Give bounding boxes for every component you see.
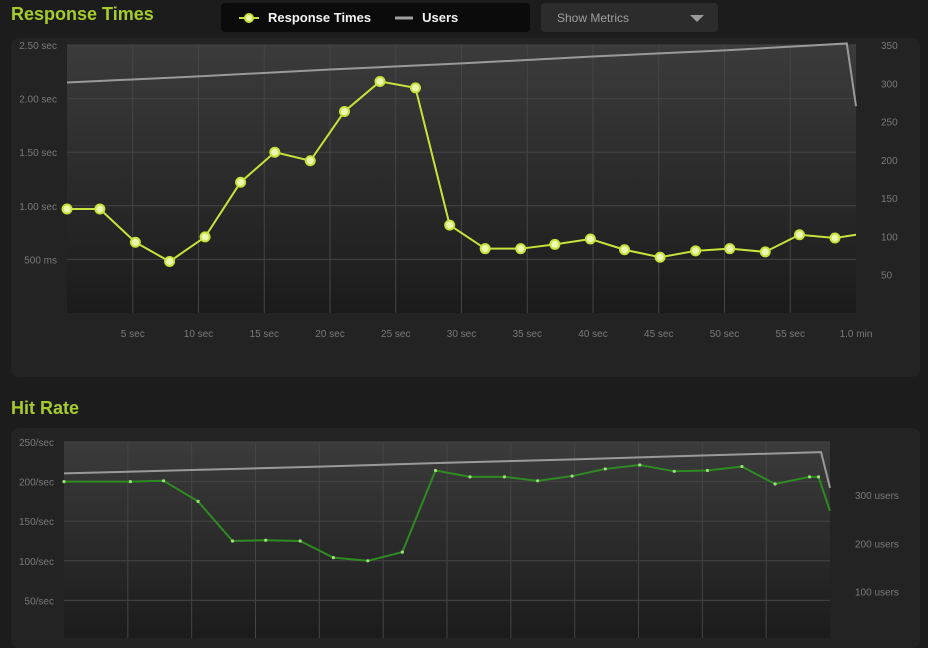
x-tick-label: 20 sec: [315, 329, 344, 340]
x-tick-label: 40 sec: [578, 329, 607, 340]
data-point: [690, 245, 702, 257]
y-left-tick-label: 2.00 sec: [19, 95, 57, 106]
data-point: [502, 475, 507, 479]
data-point: [433, 468, 438, 473]
line-icon: [395, 16, 414, 19]
y-right-tick-label: 250: [881, 118, 898, 129]
x-tick-label: 25 sec: [381, 329, 410, 340]
y-left-tick-label: 250/sec: [19, 438, 54, 449]
data-point: [584, 233, 596, 245]
y-left-tick-label: 1.00 sec: [19, 202, 57, 213]
y-left-tick-label: 150/sec: [19, 517, 54, 528]
data-point: [549, 238, 561, 250]
line-dot-icon: [239, 12, 259, 23]
x-tick-label: 30 sec: [447, 329, 476, 340]
x-tick-label: 1.0 min: [840, 329, 873, 340]
response-times-chart: 500 ms 1.00 sec 1.50 sec 2.00 sec 2.50 sec 50…: [19, 41, 898, 340]
chart-legend: Response Times Users: [221, 3, 530, 32]
y-left-tick-label: 1.50 sec: [19, 148, 57, 159]
data-point: [515, 243, 527, 255]
data-point: [638, 463, 642, 467]
data-point: [164, 256, 176, 268]
data-point: [400, 550, 404, 554]
data-point: [338, 105, 350, 117]
x-tick-label: 50 sec: [710, 329, 739, 340]
y-right-tick-label: 50: [881, 271, 893, 282]
users-line: [66, 42, 857, 107]
show-metrics-label: Show Metrics: [557, 10, 630, 25]
x-tick-label: 5 sec: [121, 329, 145, 340]
data-point: [672, 469, 676, 473]
data-point: [374, 75, 386, 87]
data-point: [793, 229, 805, 241]
data-point: [773, 482, 777, 486]
data-point: [128, 480, 132, 484]
y-left-tick-label: 100/sec: [19, 557, 54, 568]
data-point: [829, 232, 841, 244]
data-point: [444, 219, 456, 231]
data-point: [61, 203, 73, 215]
legend-item-response-times[interactable]: Response Times: [239, 10, 371, 25]
data-point: [304, 155, 316, 167]
y-right-tick-label: 300: [881, 79, 898, 90]
data-point: [235, 176, 247, 188]
data-point: [654, 251, 666, 263]
hit-rate-line: [64, 463, 831, 562]
legend-item-users[interactable]: Users: [395, 10, 458, 25]
users-line: [63, 451, 831, 489]
legend-label-response-times: Response Times: [268, 10, 372, 25]
data-point: [705, 468, 710, 473]
data-point: [603, 467, 607, 471]
hit-rate-title: Hit Rate: [11, 398, 80, 418]
data-point: [807, 475, 812, 479]
data-point: [570, 474, 574, 478]
data-point: [161, 479, 166, 483]
y-left-tick-label: 50/sec: [25, 596, 54, 607]
legend-label-users: Users: [422, 10, 459, 25]
response-times-line: [67, 80, 857, 263]
x-tick-label: 35 sec: [513, 329, 542, 340]
data-point: [230, 539, 235, 543]
y-right-tick-label: 100: [881, 232, 898, 243]
data-point: [468, 475, 472, 479]
data-point: [740, 464, 744, 469]
data-point: [264, 538, 268, 542]
data-point: [759, 246, 771, 258]
y-right-tick-label: 150: [881, 194, 898, 205]
data-point: [366, 559, 370, 563]
x-tick-label: 45 sec: [644, 329, 673, 340]
data-point: [724, 243, 736, 255]
data-point: [196, 499, 200, 503]
data-point: [816, 475, 821, 479]
data-point: [619, 244, 631, 256]
x-tick-label: 55 sec: [776, 329, 805, 340]
chevron-down-icon: [690, 15, 704, 22]
x-tick-label: 10 sec: [184, 329, 213, 340]
response-times-title: Response Times: [11, 4, 154, 24]
y-right-tick-label: 200: [881, 156, 898, 167]
data-point: [409, 82, 421, 94]
show-metrics-dropdown[interactable]: Show Metrics: [541, 3, 718, 32]
data-point: [331, 556, 335, 560]
y-left-tick-label: 200/sec: [19, 478, 54, 489]
data-point: [199, 231, 211, 243]
data-point: [129, 236, 141, 248]
y-left-tick-label: 500 ms: [24, 255, 57, 266]
y-right-tick-label: 350: [881, 41, 898, 52]
data-point: [298, 539, 302, 543]
y-left-tick-label: 2.50 sec: [19, 41, 57, 52]
data-point: [269, 146, 281, 158]
y-right-tick-label: 100 users: [855, 588, 899, 599]
y-right-tick-label: 200 users: [855, 539, 899, 550]
data-point: [536, 479, 540, 483]
data-point: [479, 243, 491, 255]
data-point: [94, 203, 106, 215]
y-right-tick-label: 300 users: [855, 491, 899, 502]
data-point: [62, 480, 66, 484]
x-tick-label: 15 sec: [250, 329, 279, 340]
